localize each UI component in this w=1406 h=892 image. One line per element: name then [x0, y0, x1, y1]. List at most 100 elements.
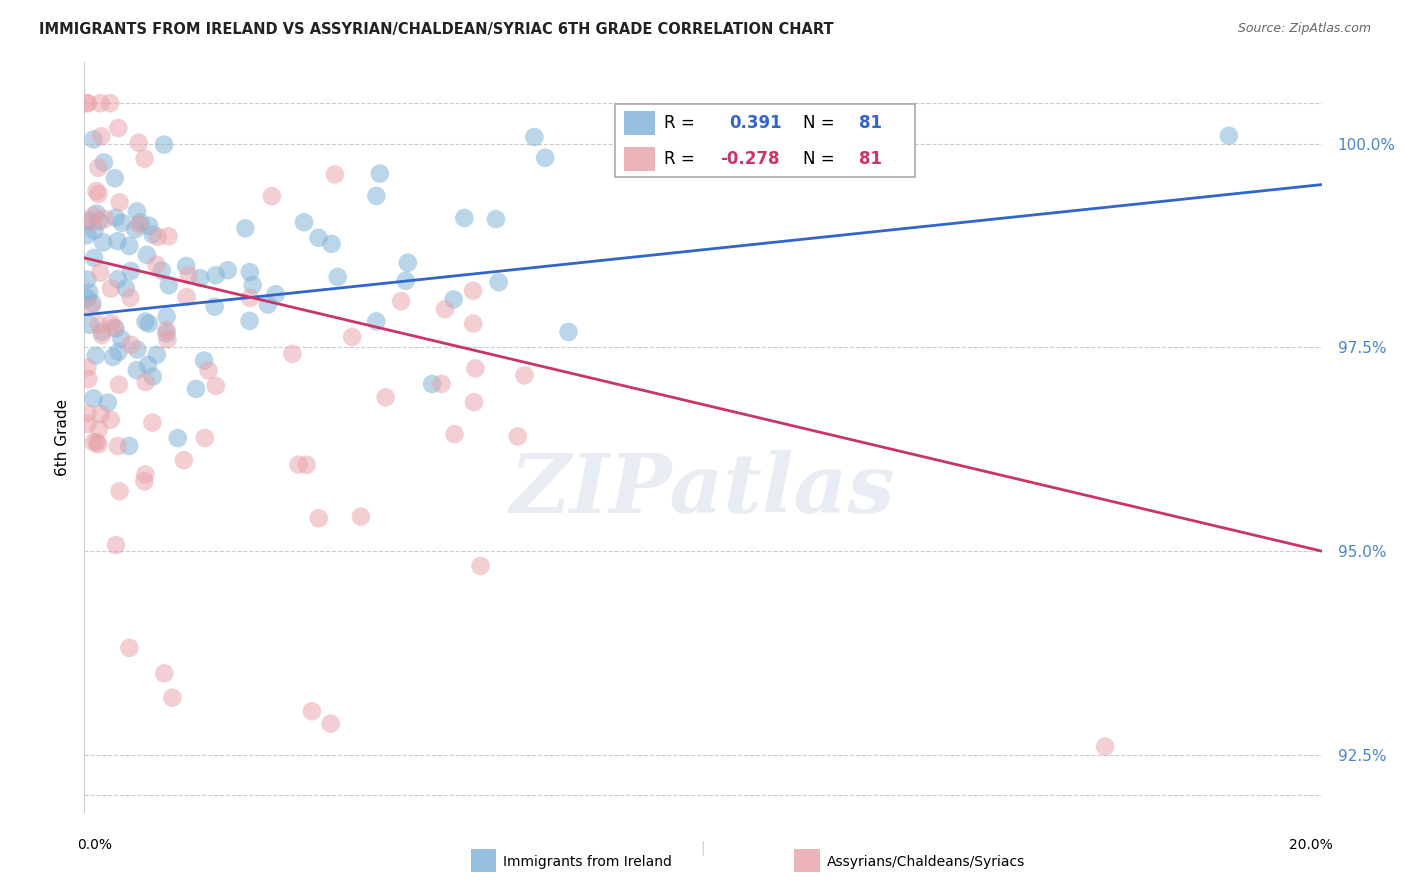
Point — [368, 167, 391, 181]
Point — [395, 274, 418, 288]
Point — [157, 229, 180, 244]
Point — [308, 511, 330, 525]
Point — [89, 266, 111, 280]
Point — [155, 323, 177, 337]
Point — [264, 287, 287, 301]
Point — [83, 223, 105, 237]
Point — [107, 121, 129, 136]
Point — [295, 458, 318, 472]
Point — [135, 375, 157, 389]
Text: R =: R = — [664, 114, 695, 132]
Point — [166, 431, 188, 445]
Point — [120, 264, 142, 278]
Point — [104, 211, 127, 225]
Point — [118, 640, 141, 655]
Point — [118, 239, 141, 253]
Text: |: | — [700, 841, 706, 855]
Bar — [624, 111, 655, 136]
Point — [90, 129, 112, 144]
Point — [76, 228, 98, 243]
Point — [93, 155, 115, 169]
Point — [76, 360, 98, 375]
Point — [76, 96, 98, 111]
Point — [453, 211, 475, 225]
Point — [125, 363, 148, 377]
Point — [83, 251, 105, 265]
Point — [124, 222, 146, 236]
Point — [76, 96, 98, 111]
Text: R =: R = — [664, 150, 695, 168]
Point — [323, 168, 346, 182]
Point — [396, 256, 419, 270]
Text: 81: 81 — [859, 150, 882, 168]
Point — [76, 417, 98, 431]
Point — [90, 325, 112, 339]
Point — [153, 137, 176, 152]
Point — [110, 332, 132, 346]
Point — [326, 269, 349, 284]
Point — [464, 361, 486, 376]
Point — [443, 293, 465, 307]
Point — [107, 272, 129, 286]
Point — [135, 315, 157, 329]
Point — [100, 316, 122, 330]
Point — [87, 186, 110, 201]
Point — [301, 704, 323, 718]
Point — [430, 376, 453, 391]
Point — [91, 328, 114, 343]
Text: 0.0%: 0.0% — [77, 838, 111, 852]
Y-axis label: 6th Grade: 6th Grade — [55, 399, 70, 475]
Point — [128, 136, 150, 150]
Point — [366, 314, 388, 328]
Point — [108, 484, 131, 499]
Point — [134, 152, 156, 166]
Point — [260, 189, 283, 203]
Point — [197, 363, 219, 377]
Point — [77, 372, 100, 386]
Point — [443, 427, 465, 442]
Point — [115, 281, 138, 295]
Point — [80, 215, 103, 229]
Point — [79, 285, 101, 300]
Point — [107, 344, 129, 359]
Point — [134, 467, 156, 482]
Point — [93, 212, 115, 227]
Point — [513, 368, 536, 383]
Point — [1094, 739, 1116, 754]
Point — [76, 406, 98, 420]
Point — [557, 325, 579, 339]
Point — [488, 275, 510, 289]
Point — [239, 265, 262, 279]
Point — [82, 392, 104, 406]
Point — [1218, 128, 1240, 143]
Point — [76, 272, 98, 286]
Point — [287, 458, 309, 472]
Point — [281, 347, 304, 361]
Point — [101, 350, 124, 364]
Point — [138, 317, 160, 331]
Text: 81: 81 — [859, 114, 882, 132]
Point — [463, 317, 485, 331]
Point — [292, 215, 315, 229]
Point — [83, 435, 105, 450]
Point — [173, 453, 195, 467]
Point — [108, 377, 131, 392]
Point — [87, 437, 110, 451]
Point — [242, 278, 264, 293]
Point — [239, 291, 262, 305]
Point — [420, 377, 443, 392]
Point — [374, 390, 396, 404]
Point — [125, 204, 148, 219]
Point — [350, 509, 373, 524]
Point — [389, 294, 412, 309]
Point — [97, 395, 120, 409]
Point — [188, 271, 211, 285]
Bar — [624, 146, 655, 171]
Point — [103, 320, 125, 334]
Point — [534, 151, 557, 165]
Point — [120, 337, 142, 351]
Point — [104, 538, 127, 552]
Point — [150, 263, 173, 277]
Point — [84, 349, 107, 363]
Point — [239, 314, 262, 328]
